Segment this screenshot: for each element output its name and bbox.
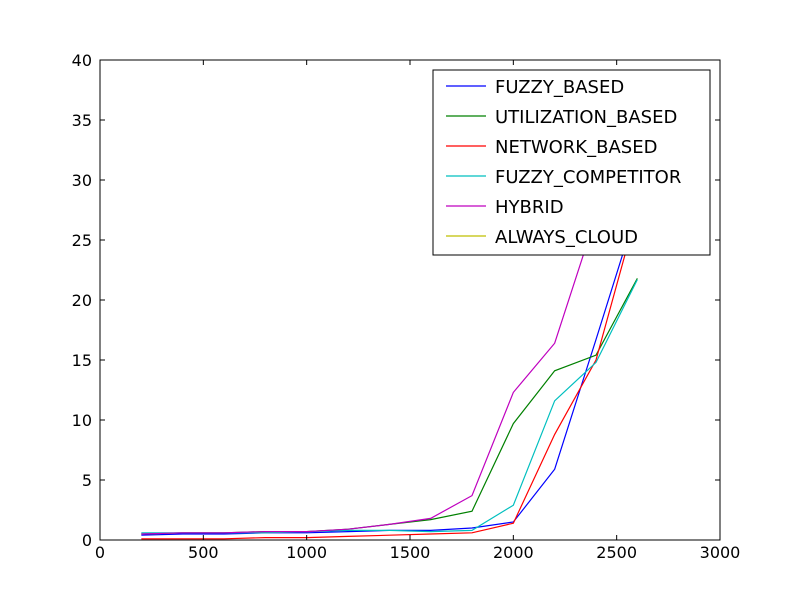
y-tick-label: 30 (72, 171, 92, 190)
legend-label: NETWORK_BASED (495, 137, 657, 158)
legend-label: FUZZY_BASED (495, 77, 624, 98)
plot-lines (141, 119, 638, 540)
legend-label: FUZZY_COMPETITOR (495, 167, 681, 188)
x-tick-label: 500 (188, 543, 219, 562)
x-tick-label: 1000 (286, 543, 327, 562)
y-tick-label: 40 (72, 51, 92, 70)
legend-label: HYBRID (495, 197, 564, 218)
legend-label: UTILIZATION_BASED (495, 107, 677, 128)
x-tick-label: 2500 (596, 543, 637, 562)
x-tick-label: 2000 (493, 543, 534, 562)
y-tick-label: 10 (72, 411, 92, 430)
series-line (141, 119, 638, 535)
y-tick-label: 20 (72, 291, 92, 310)
x-tick-label: 1500 (390, 543, 431, 562)
x-tick-label: 3000 (700, 543, 741, 562)
y-tick-label: 15 (72, 351, 92, 370)
legend-label: ALWAYS_CLOUD (495, 227, 638, 248)
y-tick-label: 0 (82, 531, 92, 550)
legend-box (432, 69, 711, 256)
x-tick-label: 0 (95, 543, 105, 562)
y-tick-label: 25 (72, 231, 92, 250)
plot-frame (99, 59, 721, 541)
y-tick-label: 5 (82, 471, 92, 490)
series-line (141, 209, 638, 540)
y-tick-label: 35 (72, 111, 92, 130)
